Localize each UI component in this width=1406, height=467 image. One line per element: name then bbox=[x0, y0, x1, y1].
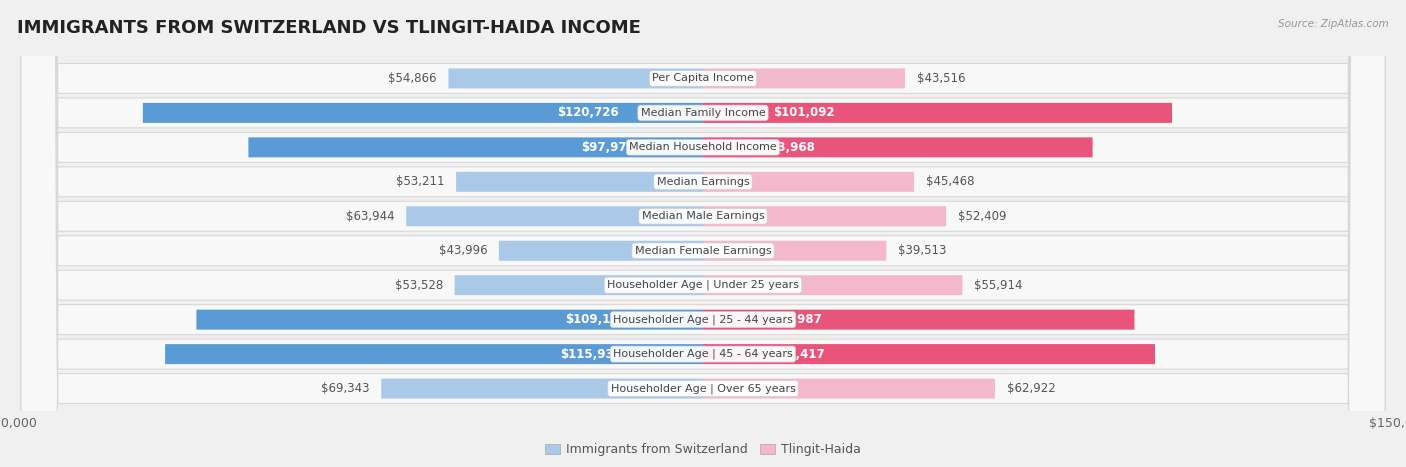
Text: IMMIGRANTS FROM SWITZERLAND VS TLINGIT-HAIDA INCOME: IMMIGRANTS FROM SWITZERLAND VS TLINGIT-H… bbox=[17, 19, 641, 37]
FancyBboxPatch shape bbox=[703, 379, 995, 398]
FancyBboxPatch shape bbox=[499, 241, 703, 261]
Text: Median Female Earnings: Median Female Earnings bbox=[634, 246, 772, 256]
Text: $53,211: $53,211 bbox=[396, 175, 444, 188]
Text: $39,513: $39,513 bbox=[898, 244, 946, 257]
Text: $120,726: $120,726 bbox=[557, 106, 619, 120]
FancyBboxPatch shape bbox=[703, 310, 1135, 330]
FancyBboxPatch shape bbox=[21, 0, 1385, 467]
Text: Householder Age | Under 25 years: Householder Age | Under 25 years bbox=[607, 280, 799, 290]
Legend: Immigrants from Switzerland, Tlingit-Haida: Immigrants from Switzerland, Tlingit-Hai… bbox=[540, 439, 866, 461]
Text: $62,922: $62,922 bbox=[1007, 382, 1056, 395]
FancyBboxPatch shape bbox=[21, 0, 1385, 467]
Text: Householder Age | Over 65 years: Householder Age | Over 65 years bbox=[610, 383, 796, 394]
FancyBboxPatch shape bbox=[703, 172, 914, 192]
Text: $97,979: $97,979 bbox=[581, 141, 636, 154]
Text: $45,468: $45,468 bbox=[925, 175, 974, 188]
FancyBboxPatch shape bbox=[703, 275, 963, 295]
FancyBboxPatch shape bbox=[21, 0, 1385, 467]
Text: Per Capita Income: Per Capita Income bbox=[652, 73, 754, 84]
FancyBboxPatch shape bbox=[21, 0, 1385, 467]
Text: $53,528: $53,528 bbox=[395, 279, 443, 292]
Text: $69,343: $69,343 bbox=[321, 382, 370, 395]
Text: $83,968: $83,968 bbox=[762, 141, 815, 154]
Text: Median Earnings: Median Earnings bbox=[657, 177, 749, 187]
Text: $43,516: $43,516 bbox=[917, 72, 965, 85]
FancyBboxPatch shape bbox=[249, 137, 703, 157]
Text: $109,185: $109,185 bbox=[565, 313, 627, 326]
Text: $54,866: $54,866 bbox=[388, 72, 437, 85]
FancyBboxPatch shape bbox=[165, 344, 703, 364]
FancyBboxPatch shape bbox=[703, 69, 905, 88]
FancyBboxPatch shape bbox=[703, 103, 1173, 123]
Text: Median Household Income: Median Household Income bbox=[628, 142, 778, 152]
Text: $52,409: $52,409 bbox=[957, 210, 1007, 223]
Text: Median Family Income: Median Family Income bbox=[641, 108, 765, 118]
FancyBboxPatch shape bbox=[703, 241, 886, 261]
Text: $115,934: $115,934 bbox=[561, 347, 623, 361]
FancyBboxPatch shape bbox=[454, 275, 703, 295]
FancyBboxPatch shape bbox=[21, 0, 1385, 467]
FancyBboxPatch shape bbox=[197, 310, 703, 330]
FancyBboxPatch shape bbox=[456, 172, 703, 192]
FancyBboxPatch shape bbox=[21, 0, 1385, 467]
FancyBboxPatch shape bbox=[21, 0, 1385, 467]
FancyBboxPatch shape bbox=[703, 137, 1092, 157]
Text: $55,914: $55,914 bbox=[974, 279, 1022, 292]
FancyBboxPatch shape bbox=[21, 0, 1385, 467]
FancyBboxPatch shape bbox=[406, 206, 703, 226]
Text: $63,944: $63,944 bbox=[346, 210, 395, 223]
Text: Householder Age | 45 - 64 years: Householder Age | 45 - 64 years bbox=[613, 349, 793, 359]
Text: Source: ZipAtlas.com: Source: ZipAtlas.com bbox=[1278, 19, 1389, 28]
Text: $97,417: $97,417 bbox=[770, 347, 824, 361]
FancyBboxPatch shape bbox=[703, 206, 946, 226]
FancyBboxPatch shape bbox=[143, 103, 703, 123]
FancyBboxPatch shape bbox=[703, 344, 1154, 364]
FancyBboxPatch shape bbox=[21, 0, 1385, 467]
Text: $43,996: $43,996 bbox=[439, 244, 488, 257]
Text: $92,987: $92,987 bbox=[768, 313, 821, 326]
FancyBboxPatch shape bbox=[449, 69, 703, 88]
FancyBboxPatch shape bbox=[381, 379, 703, 398]
FancyBboxPatch shape bbox=[21, 0, 1385, 467]
Text: $101,092: $101,092 bbox=[773, 106, 835, 120]
Text: Median Male Earnings: Median Male Earnings bbox=[641, 211, 765, 221]
Text: Householder Age | 25 - 44 years: Householder Age | 25 - 44 years bbox=[613, 314, 793, 325]
